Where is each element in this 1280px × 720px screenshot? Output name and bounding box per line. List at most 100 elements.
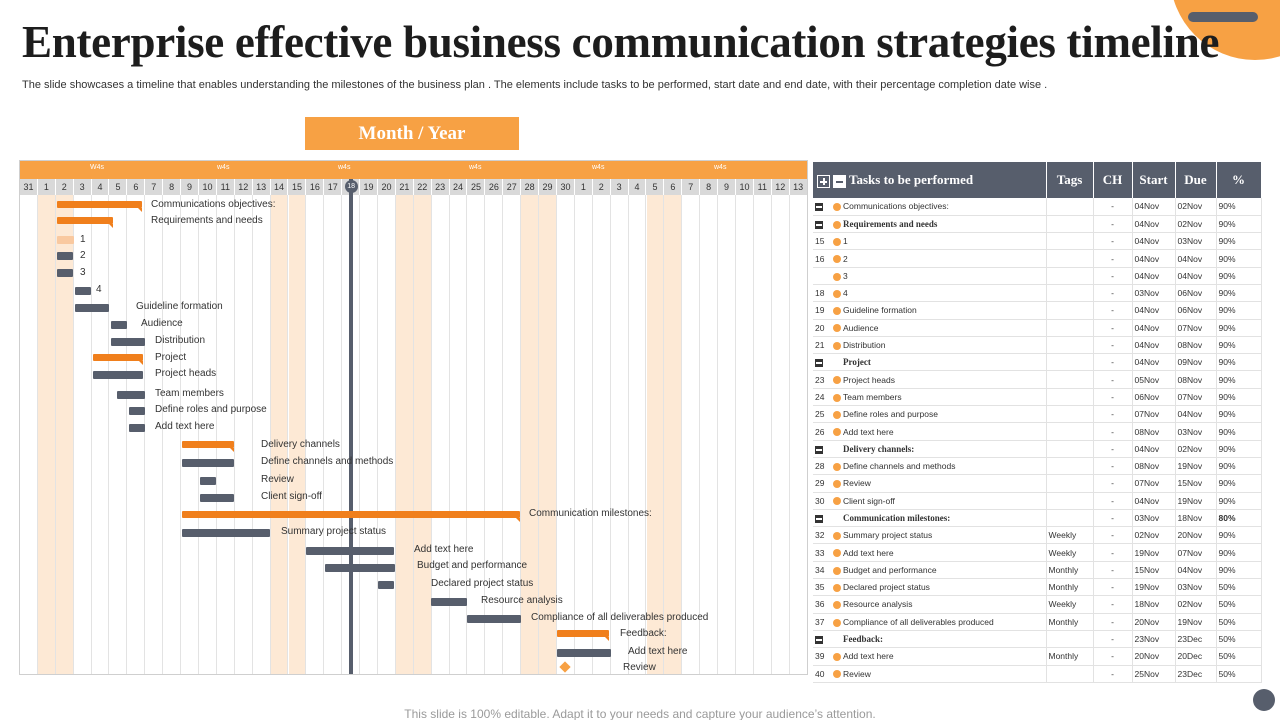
header-due: Due (1175, 162, 1217, 198)
task-row[interactable]: 34 Budget and performance Monthly -15Nov 04N… (813, 561, 1262, 580)
task-row[interactable]: Requirements and needs -04Nov 02Nov 90% (813, 215, 1262, 234)
task-pct: 90% (1216, 422, 1262, 441)
task-start: 18Nov (1132, 595, 1176, 614)
task-start: 03Nov (1132, 284, 1176, 303)
gantt-task-bar[interactable] (93, 371, 143, 379)
gantt-summary-bar[interactable] (93, 354, 143, 365)
task-row[interactable]: 36 Resource analysis Weekly -18Nov 02Nov 50% (813, 595, 1262, 614)
nav-dot[interactable] (1253, 689, 1275, 711)
status-dot-icon (833, 272, 841, 281)
gantt-day-column (468, 195, 486, 674)
task-tags (1046, 301, 1094, 320)
collapse-icon[interactable] (815, 445, 823, 454)
task-name-cell: 30 Client sign-off (813, 492, 1047, 510)
gantt-task-bar[interactable] (75, 287, 91, 295)
task-row[interactable]: 19 Guideline formation -04Nov 06Nov 90% (813, 301, 1262, 320)
collapse-icon[interactable] (815, 359, 823, 368)
task-row[interactable]: 33 Add text here Weekly -19Nov 07Nov 90% (813, 543, 1262, 562)
gantt-task-bar[interactable] (111, 321, 127, 329)
task-id[interactable] (815, 357, 833, 368)
gantt-task-bar[interactable] (57, 269, 73, 277)
gantt-day-column (74, 195, 92, 674)
task-row[interactable]: 28 Define channels and methods -08Nov 19Nov… (813, 457, 1262, 476)
task-row[interactable]: 26 Add text here -08Nov 03Nov 90% (813, 422, 1262, 441)
task-row[interactable]: 25 Define roles and purpose -07Nov 04Nov 90% (813, 405, 1262, 424)
task-row[interactable]: 21 Distribution -04Nov 08Nov 90% (813, 336, 1262, 355)
gantt-task-bar[interactable] (182, 529, 270, 537)
task-row[interactable]: Project -04Nov 09Nov 90% (813, 353, 1262, 372)
gantt-task-bar[interactable] (431, 598, 467, 606)
task-row[interactable]: Feedback: -23Nov 23Dec 50% (813, 630, 1262, 649)
gantt-task-bar[interactable] (467, 615, 521, 623)
expand-all-icon[interactable] (817, 174, 830, 188)
gantt-summary-bar[interactable] (57, 201, 142, 212)
gantt-task-bar[interactable] (117, 391, 145, 399)
gantt-task-bar[interactable] (557, 649, 611, 657)
collapse-all-icon[interactable] (833, 174, 846, 188)
gantt-summary-bar[interactable] (557, 630, 609, 641)
gantt-task-bar[interactable] (200, 494, 234, 502)
task-id[interactable] (815, 513, 833, 523)
task-ch: - (1093, 267, 1133, 285)
task-id: 39 (815, 651, 825, 662)
task-row[interactable]: 30 Client sign-off -04Nov 19Nov 90% (813, 492, 1262, 510)
task-row[interactable]: 32 Summary project status Weekly -02Nov 20No… (813, 526, 1262, 545)
gantt-task-bar[interactable] (129, 424, 145, 432)
gantt-bar-label: Summary project status (281, 526, 387, 537)
task-due: 07Nov (1175, 319, 1217, 337)
task-row[interactable]: 3-04Nov 04Nov 90% (813, 267, 1262, 285)
task-row[interactable]: 18 4 -03Nov 06Nov 90% (813, 284, 1262, 303)
status-dot-icon (833, 497, 841, 506)
task-tags (1046, 319, 1094, 337)
gantt-task-bar[interactable] (57, 252, 73, 260)
task-name-cell: 28 Define channels and methods (813, 457, 1047, 476)
task-id[interactable] (815, 201, 833, 212)
gantt-task-bar[interactable] (129, 407, 145, 415)
gantt-task-bar[interactable] (200, 477, 216, 485)
gantt-day-column (557, 195, 575, 674)
collapse-icon[interactable] (815, 514, 823, 523)
task-row[interactable]: 16 2-04Nov 04Nov 90% (813, 249, 1262, 268)
task-name: Compliance of all deliverables produced (843, 616, 994, 627)
gantt-task-bar[interactable] (75, 304, 109, 312)
collapse-icon[interactable] (815, 203, 823, 212)
gantt-task-bar[interactable] (306, 547, 394, 555)
task-row[interactable]: 39 Add text here Monthly -20Nov 20Dec 50% (813, 647, 1262, 666)
task-row[interactable]: 20 Audience -04Nov 07Nov 90% (813, 319, 1262, 337)
task-name: Distribution (843, 340, 886, 351)
task-row[interactable]: 23 Project heads -05Nov 08Nov 90% (813, 370, 1262, 389)
gantt-bar-label: 1 (80, 234, 86, 245)
task-due: 08Nov (1175, 370, 1217, 389)
task-ch: - (1093, 613, 1133, 631)
task-row[interactable]: 35 Declared project status Monthly -19Nov 03… (813, 578, 1262, 597)
page-subtitle: The slide showcases a timeline that enab… (22, 79, 1048, 91)
task-row[interactable]: 24 Team members -06Nov 07Nov 90% (813, 388, 1262, 407)
collapse-icon[interactable] (815, 220, 823, 229)
gantt-task-bar[interactable] (378, 581, 394, 589)
gantt-bar-label: Declared project status (431, 578, 534, 589)
gantt-summary-bar[interactable] (182, 441, 234, 452)
task-id[interactable] (815, 219, 833, 229)
status-dot-icon (833, 237, 841, 246)
task-row[interactable]: 40 Review -25Nov 23Dec 50% (813, 665, 1262, 683)
gantt-task-bar[interactable] (111, 338, 145, 346)
task-row[interactable]: 15 1 -04Nov 03Nov 90% (813, 232, 1262, 251)
gantt-task-bar[interactable] (325, 564, 395, 572)
task-tags (1046, 474, 1094, 493)
gantt-day-column (199, 195, 217, 674)
gantt-day-column (772, 195, 790, 674)
task-row[interactable]: 37 Compliance of all deliverables produce… (813, 613, 1262, 631)
task-id[interactable] (815, 444, 833, 454)
task-row[interactable]: 29 Review -07Nov 15Nov 90% (813, 474, 1262, 493)
gantt-task-bar[interactable] (57, 236, 74, 244)
gantt-summary-bar[interactable] (57, 217, 113, 228)
gantt-task-bar[interactable] (182, 459, 234, 467)
task-row[interactable]: Communication milestones: -03Nov 18Nov 80% (813, 509, 1262, 528)
task-row[interactable]: Delivery channels: -04Nov 02Nov 90% (813, 440, 1262, 458)
task-row[interactable]: Communications objectives: -04Nov 02Nov 90% (813, 198, 1262, 216)
collapse-icon[interactable] (815, 636, 823, 644)
task-table-header: Tasks to be performed Tags CH Start Due … (813, 162, 1262, 198)
task-id[interactable] (815, 634, 833, 644)
status-dot-icon (833, 220, 841, 229)
gantt-summary-bar[interactable] (182, 511, 520, 522)
